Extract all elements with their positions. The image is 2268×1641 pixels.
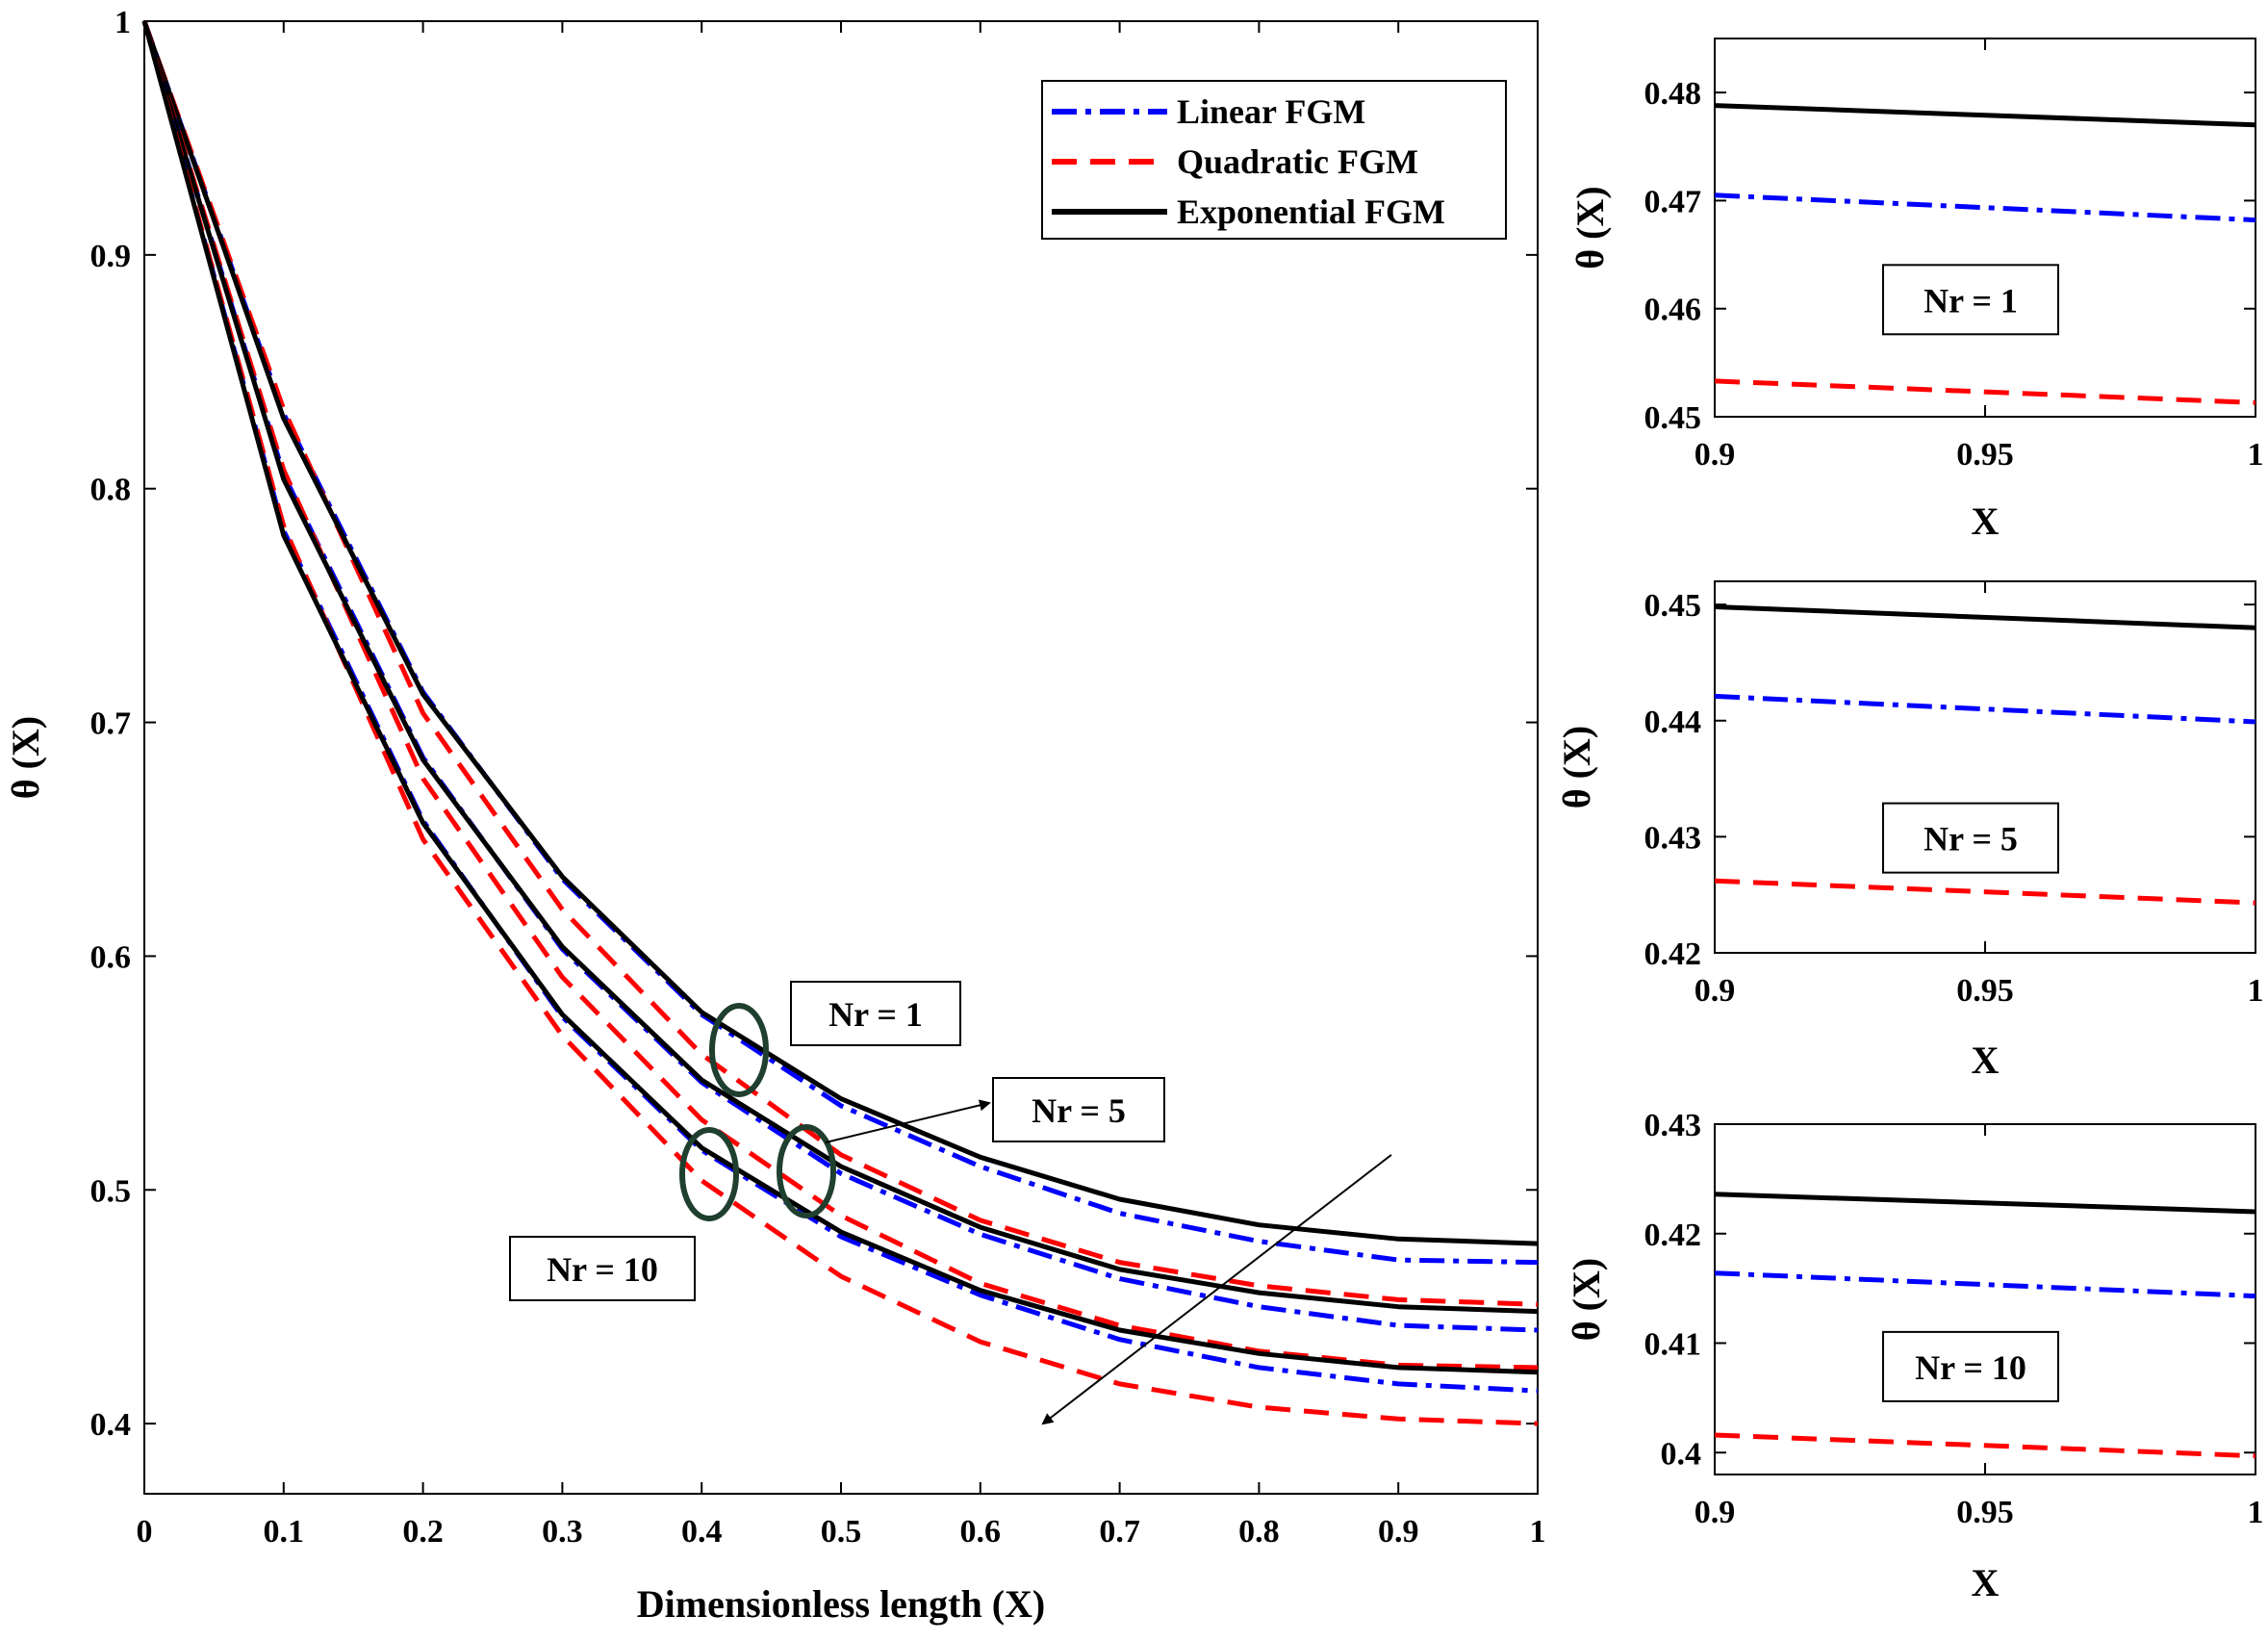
x-tick-label: 0.9 [1695,437,1736,473]
series-line-exponential-fgm-nr-1 [141,20,1539,1246]
series-line-linear-fgm [1714,693,2256,725]
x-tick-label: 0.9 [1695,1495,1736,1530]
x-axis-label: Dimensionless length (X) [637,1582,1045,1626]
x-tick-label: 0.6 [960,1514,1002,1550]
annotation-label: Nr = 1 [828,995,923,1034]
series-line-exponential-fgm [1714,604,2256,630]
y-tick-label: 0.48 [1644,76,1702,112]
x-tick-label: 0.1 [264,1514,305,1550]
legend: Linear FGM Quadratic FGM Exponential FGM [1041,80,1507,240]
x-tick-label: 0.2 [402,1514,444,1550]
annotation-box [790,981,961,1046]
y-tick-label: 0.42 [1644,1218,1702,1253]
x-axis-label: X [1972,500,2000,543]
y-tick-label: 0.8 [90,473,132,508]
x-tick-label: 0.9 [1695,973,1736,1009]
annotation-box [509,1236,696,1301]
inset-label: Nr = 1 [1924,281,2018,320]
y-axis-label: θ (X) [1565,1258,1608,1341]
series-line-quadratic-fgm-nr-1 [141,20,1539,1307]
x-axis-label: X [1972,1561,2000,1604]
series-line-quadratic-fgm [1714,878,2256,906]
y-tick-label: 0.47 [1644,184,1702,219]
y-tick-label: 0.6 [90,939,132,975]
annotation-label: Nr = 5 [1032,1091,1126,1130]
series-line-exponential-fgm [1714,1192,2256,1215]
chart-inset-nr5: 0.9 0.95 1 0.42 0.43 0.44 0.45 Xθ (X) Nr = 5 [1555,580,2264,1082]
legend-label: Quadratic FGM [1177,142,1418,181]
inset-label-box [1882,264,2059,336]
y-tick-label: 0.44 [1644,705,1702,740]
y-axis-label: θ (X) [4,716,47,799]
x-tick-label: 1 [1530,1514,1546,1550]
x-tick-label: 0.95 [1956,973,2014,1009]
annotation-box [992,1077,1165,1142]
x-tick-label: 0.95 [1956,1495,2014,1530]
inset-label: Nr = 5 [1924,820,2018,859]
y-tick-label: 0.42 [1644,936,1702,972]
x-tick-label: 0.4 [681,1514,723,1550]
trend-arrow [1041,1154,1392,1425]
y-tick-label: 0.46 [1644,293,1702,328]
legend-label: Exponential FGM [1177,192,1445,231]
x-tick-label: 1 [2248,973,2264,1009]
series-line-linear-fgm [1714,192,2256,223]
group-ellipse-nr-1 [709,1003,769,1097]
y-tick-label: 0.7 [90,706,132,742]
inset-label: Nr = 10 [1915,1348,2026,1387]
y-tick-label: 0.4 [1661,1436,1702,1472]
y-tick-label: 0.45 [1644,588,1702,624]
x-tick-label: 0 [137,1514,153,1550]
group-ellipse-nr-5 [777,1124,836,1218]
y-tick-label: 0.4 [90,1407,132,1443]
annotation-arrow [825,1099,991,1143]
x-tick-label: 0.8 [1238,1514,1280,1550]
series-line-quadratic-fgm [1714,378,2256,405]
y-tick-label: 1 [115,5,131,40]
x-tick-label: 0.7 [1099,1514,1140,1550]
x-tick-label: 0.95 [1956,437,2014,473]
series-line-exponential-fgm-nr-5 [141,20,1539,1315]
x-tick-label: 1 [2248,437,2264,473]
y-tick-label: 0.43 [1644,820,1702,856]
y-tick-label: 0.43 [1644,1108,1702,1143]
series-line-quadratic-fgm-nr-10 [141,20,1539,1426]
series-line-linear-fgm-nr-1 [141,20,1539,1266]
y-tick-label: 0.45 [1644,400,1702,436]
x-tick-label: 0.9 [1378,1514,1419,1550]
chart-main: 0 0.1 0.2 0.3 0.4 0.5 0.6 0.7 0.8 0.9 1 0.4 0.5 0.6 0.… [4,5,1546,1626]
y-tick-label: 0.41 [1644,1327,1702,1363]
series-line-exponential-fgm-nr-10 [141,20,1539,1375]
x-tick-label: 0.5 [821,1514,862,1550]
annotation-label: Nr = 10 [547,1250,658,1289]
y-axis-label: θ (X) [1555,726,1598,808]
chart-inset-nr1: 0.9 0.95 1 0.45 0.46 0.47 0.48 Xθ (X) Nr = 1 [1568,38,2264,543]
x-axis-label: X [1972,1038,2000,1082]
x-tick-label: 0.3 [542,1514,583,1550]
chart-inset-nr10: 0.9 0.95 1 0.4 0.41 0.42 0.43 Xθ (X) Nr = 10 [1565,1108,2264,1604]
x-tick-label: 1 [2248,1495,2264,1530]
inset-label-box [1882,802,2059,874]
inset-label-box [1882,1330,2059,1402]
legend-label: Linear FGM [1177,92,1365,131]
y-axis-label: θ (X) [1568,186,1612,269]
series-line-exponential-fgm [1714,103,2256,128]
y-tick-label: 0.9 [90,239,132,274]
y-tick-label: 0.5 [90,1173,132,1209]
group-ellipse-nr-10 [679,1127,739,1221]
series-line-quadratic-fgm [1714,1432,2256,1459]
series-line-linear-fgm [1714,1270,2256,1299]
